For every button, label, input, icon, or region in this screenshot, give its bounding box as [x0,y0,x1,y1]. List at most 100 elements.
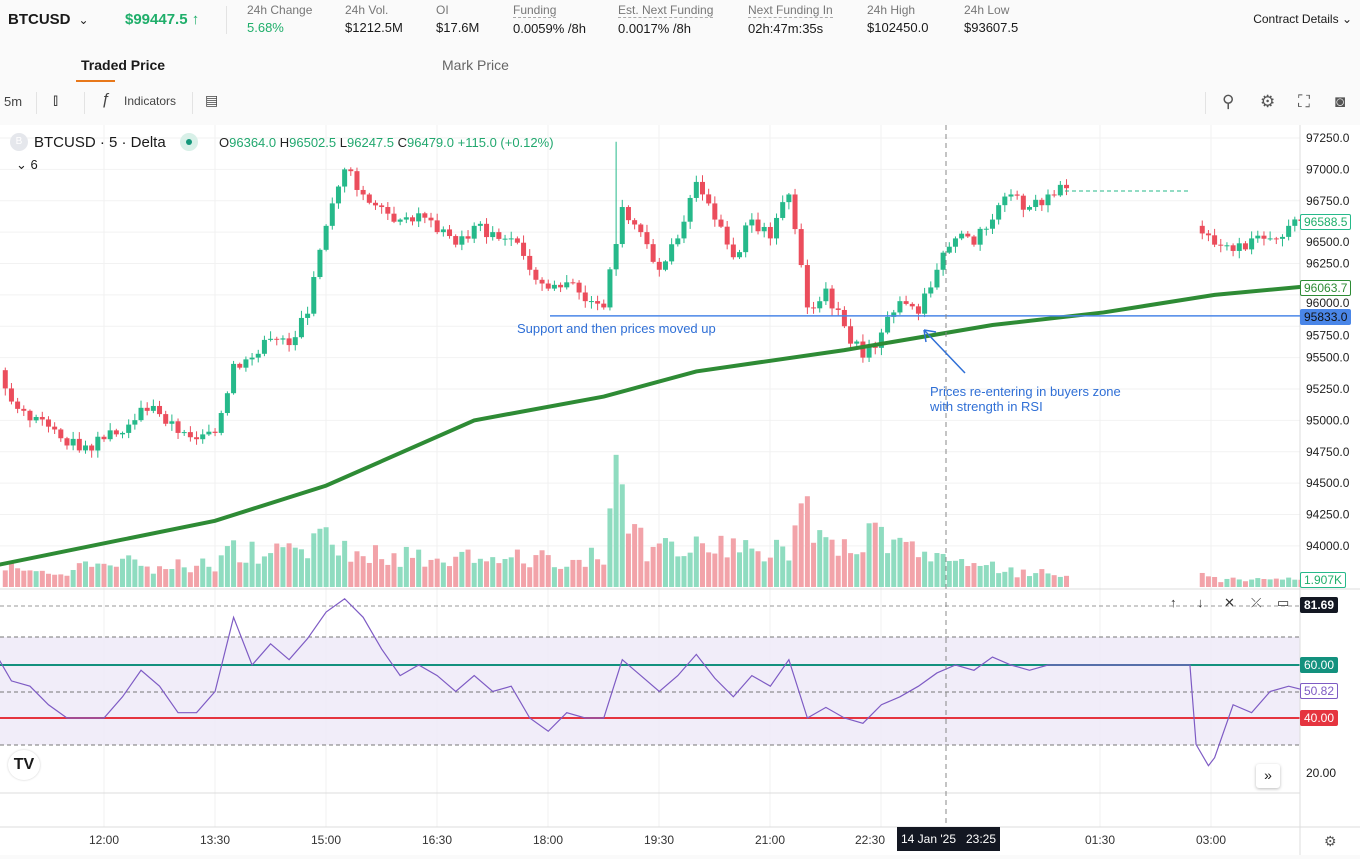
chevron-down-icon: ⌄ [16,157,27,172]
volume-bar [323,527,329,587]
candle-body [255,353,261,358]
function-icon[interactable]: ƒ [101,91,110,108]
tab-traded-price[interactable]: Traded Price [81,57,166,73]
candle-body [1057,184,1063,196]
candle-body [669,244,675,262]
symbol-selector[interactable]: BTCUSD ⌄ [8,11,89,28]
chart-toolbar: 5m ⫾ ƒ Indicators ▤ ⚲ ⚙ ⛶ ◙ [0,90,1360,116]
volume-bar [1033,573,1039,587]
volume-bar [601,564,607,587]
tradingview-logo[interactable]: TV [8,750,40,780]
volume-bar [255,563,261,587]
stat-funding[interactable]: Funding 0.0059% /8h [513,3,587,36]
crosshair-time-label: 14 Jan '25 23:25 [897,827,1001,851]
interval-selector[interactable]: 5m [4,94,23,109]
candle-body [539,279,545,284]
price-axis-ticks: 97250.0 97000.0 96750.0 96500.0 96250.0 96000… [1306,131,1350,553]
candle-body [570,282,576,284]
volume-bar [774,539,780,587]
candle-body [82,445,88,451]
volume-bar [150,573,156,587]
candle-body [1230,245,1236,251]
contract-details-dropdown[interactable]: Contract Details ⌄ [1253,12,1352,26]
candle-body [891,312,897,317]
tab-mark-price[interactable]: Mark Price [442,57,509,73]
volume-bar [1064,575,1070,587]
divider [36,92,37,114]
volume-bar [1027,576,1032,587]
candle-body [1064,184,1070,189]
candle-body [305,313,311,318]
candle-body [533,269,539,280]
volume-bar [175,559,181,587]
candle-body [1033,199,1039,208]
candle-body [989,219,995,229]
reentry-annotation[interactable]: Prices re-entering in buyers zone with st… [930,384,1121,414]
stat-est-next-funding[interactable]: Est. Next Funding 0.0017% /8h [618,3,714,36]
candle-body [187,432,193,438]
indicators-button[interactable]: Indicators [124,94,177,108]
candle-body [39,416,45,420]
volume-bar [410,557,415,587]
axis-settings-icon[interactable]: ⚙ [1324,833,1337,849]
fullscreen-icon[interactable]: ⛶ [1298,92,1310,111]
time-tick: 13:30 [199,833,231,847]
camera-icon[interactable]: ◙ [1335,92,1346,111]
grid [0,125,1300,827]
volume-bar [607,508,613,587]
move-pane-up-icon[interactable]: ↑ [1170,595,1177,610]
divider [84,92,85,114]
candlestick-type-icon[interactable]: ⫾ [53,92,59,109]
volume-bar [564,566,570,587]
candle-body [971,236,977,245]
volume-bar [218,555,224,587]
support-annotation[interactable]: Support and then prices moved up [517,321,716,336]
volume-bar [113,566,119,587]
candle-body [101,436,107,440]
candle-body [588,301,594,303]
volume-bar [632,524,638,587]
stat-next-funding-in[interactable]: Next Funding In 02h:47m:35s [748,3,833,36]
candle-body [366,194,372,203]
candle-body [354,171,360,190]
volume-bar [533,555,539,587]
candle-body [342,169,348,187]
maximize-pane-icon[interactable]: ▭ [1277,595,1290,610]
candle-body [817,301,823,309]
volume-bar [699,543,705,587]
volume-bar [909,541,915,587]
volume-bar [243,562,249,587]
volume-bar [848,553,854,587]
candle-body [403,217,409,220]
candle-body [163,414,169,424]
legend-title[interactable]: BTCUSD · 5 · Delta [34,133,166,151]
volume-bar [397,566,403,587]
rsi-line [0,597,1302,767]
price-tick: 94000.0 [1306,539,1350,553]
candle-body [755,219,761,232]
candle-body [212,431,218,433]
quick-search-icon[interactable]: ⚲ [1222,92,1235,111]
candle-body [1002,196,1008,206]
candle-body [1273,238,1279,240]
document-icon[interactable]: ▤ [205,92,219,108]
collapse-pane-icon[interactable]: ⤫ [1251,595,1262,610]
close-pane-icon[interactable]: ✕ [1224,595,1235,610]
candle-body [175,421,181,433]
move-pane-down-icon[interactable]: ↓ [1197,595,1204,610]
volume-bar [372,545,378,587]
volume-bar [903,541,909,587]
candle-body [126,424,132,433]
candle-body [1212,235,1218,245]
volume-bar [792,525,798,587]
support-price-tag: 95833.0 [1300,309,1352,325]
volume-bar [570,559,576,587]
scroll-to-realtime-button[interactable]: » [1256,764,1280,788]
gear-icon[interactable]: ⚙ [1260,92,1276,111]
volume-bar [447,566,453,587]
indicators-collapse-toggle[interactable]: ⌄ 6 [16,157,38,172]
volume-bar [465,549,471,587]
candle-body [1205,233,1211,236]
candle-body [1039,199,1045,206]
